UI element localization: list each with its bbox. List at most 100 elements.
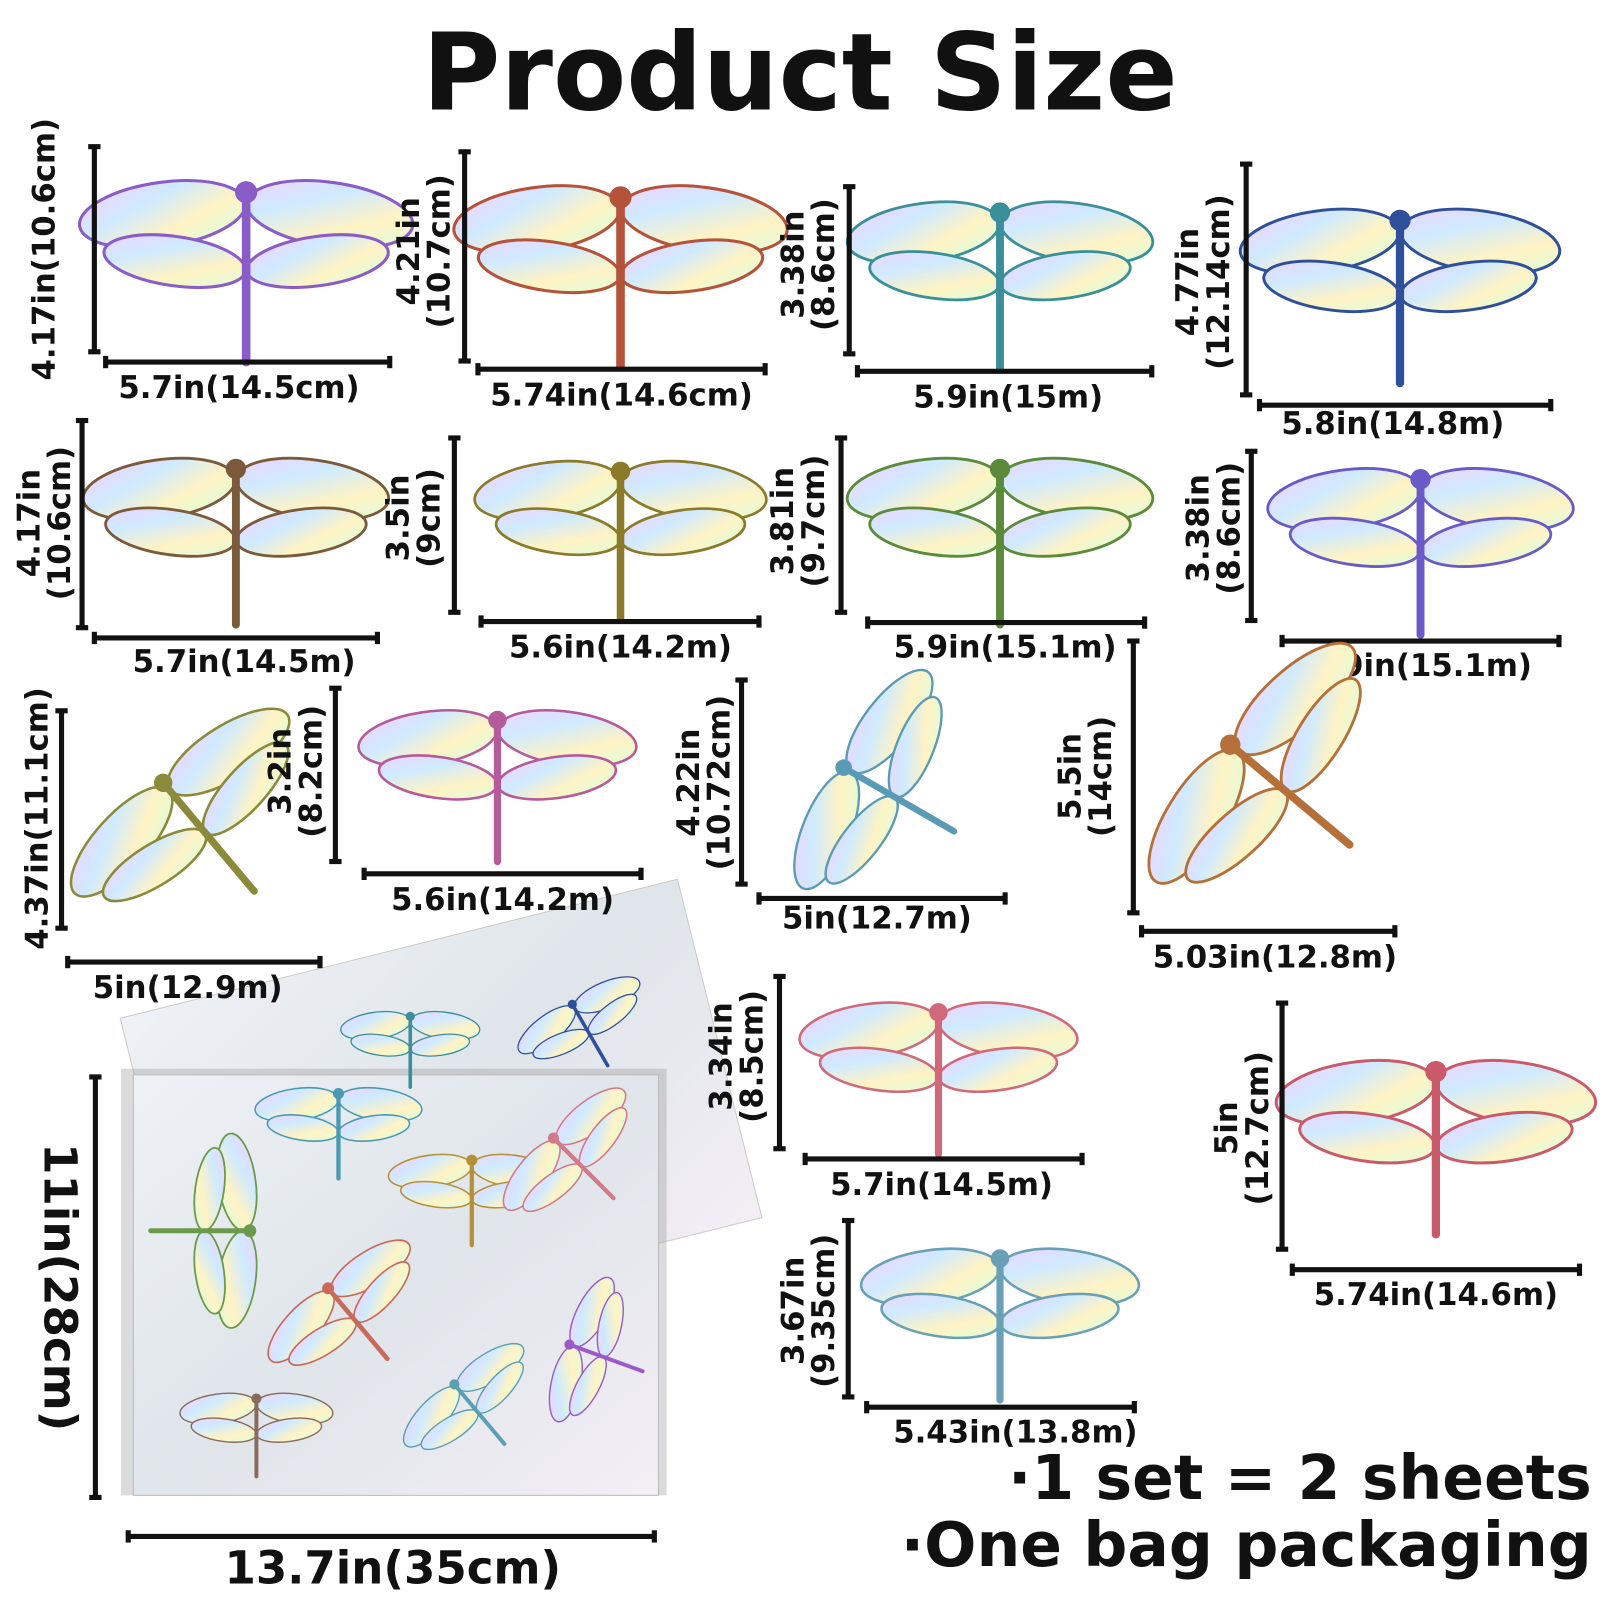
head (1389, 209, 1411, 231)
width-label: 5.43in(13.8m) (893, 1414, 1137, 1450)
width-label: 5in(12.9m) (93, 970, 283, 1006)
head (609, 186, 632, 209)
height-label: (8.6cm) (1211, 462, 1247, 595)
wing (1262, 259, 1401, 314)
wing (880, 1292, 1001, 1340)
dragonfly-illustration (793, 668, 958, 891)
dragonfly-illustration (473, 459, 768, 624)
height-label: 3.2in (263, 728, 299, 815)
width-label: 5.9in(15m) (913, 379, 1103, 415)
note: ·1 set = 2 sheets (1008, 1442, 1592, 1514)
height-label: 3.67in (775, 1257, 811, 1365)
height-label: 5.5in (1052, 733, 1088, 820)
height-label: (10.7cm) (422, 174, 458, 328)
height-label: (14cm) (1083, 716, 1119, 837)
head (989, 458, 1011, 480)
body (455, 1385, 507, 1446)
wing (476, 238, 622, 295)
dragonfly-illustration (254, 1086, 423, 1181)
height-label: (9.35cm) (806, 1234, 842, 1388)
body (329, 1290, 390, 1362)
head (990, 1249, 1010, 1268)
head (835, 759, 852, 776)
dragonfly-illustration (179, 1392, 334, 1479)
dragonfly-illustration (1274, 1058, 1598, 1239)
wing (104, 506, 237, 558)
width-label: 5.8in(14.8m) (1281, 406, 1504, 442)
body (846, 768, 958, 835)
dragonfly-illustration (357, 709, 638, 866)
wing (1298, 1110, 1437, 1165)
dragonfly-illustration (148, 1132, 258, 1329)
head (488, 710, 507, 730)
dragonfly-illustration (1238, 207, 1562, 388)
dragonfly-illustration (859, 1247, 1141, 1404)
height-label: 3.38in (775, 210, 811, 318)
dragonfly-illustration (402, 1342, 525, 1451)
wing (377, 754, 499, 801)
dragonfly-illustration (1147, 641, 1362, 885)
dragonfly-illustration (502, 1087, 628, 1213)
height-label: 4.21in (391, 197, 427, 305)
dragonfly-illustration (340, 1010, 481, 1089)
wing (1288, 516, 1422, 568)
wing (619, 238, 765, 295)
sheet-width-label: 13.7in(35cm) (225, 1541, 562, 1594)
wing (868, 250, 1001, 302)
head (235, 181, 258, 204)
dragonfly-illustration (77, 179, 415, 367)
width-label: 5.6in(14.2m) (391, 882, 614, 918)
width-label: 5.7in(14.5cm) (118, 370, 359, 406)
height-label: (8.5cm) (734, 990, 770, 1123)
height-label: 4.17in(10.6cm) (27, 118, 63, 381)
dragonfly-illustration (845, 200, 1155, 373)
head (567, 999, 577, 1009)
width-label: 5.7in(14.5m) (830, 1167, 1053, 1203)
body (554, 1139, 616, 1201)
dragonfly-illustration (69, 707, 291, 903)
height-label: (9cm) (411, 468, 447, 568)
note: ·One bag packaging (901, 1509, 1592, 1581)
wing (937, 1046, 1059, 1093)
head (466, 1154, 478, 1166)
dragonfly-illustration (81, 456, 391, 629)
height-label: 3.5in (381, 474, 417, 561)
dragonfly-illustration (1266, 467, 1575, 639)
height-label: 4.77in (1170, 228, 1206, 336)
wing (999, 250, 1132, 302)
height-label: (12.7cm) (1240, 1051, 1276, 1205)
height-label: (8.6cm) (806, 198, 842, 331)
wing (619, 507, 747, 557)
height-label: 4.37in(11.1cm) (19, 687, 55, 950)
height-label: 3.38in (1181, 474, 1217, 582)
wing (1435, 1110, 1574, 1165)
height-label: 3.34in (704, 1002, 740, 1110)
head (322, 1282, 335, 1295)
head (929, 1003, 948, 1022)
head (610, 461, 631, 482)
width-label: 5in(12.7m) (782, 901, 972, 937)
height-label: (10.72cm) (702, 695, 738, 871)
width-label: 5.74in(14.6cm) (490, 377, 753, 413)
head (1410, 469, 1431, 490)
dragonfly-illustration (798, 1001, 1079, 1158)
height-label: 3.81in (765, 467, 801, 575)
wing (868, 506, 1001, 558)
dragonfly-illustration (845, 456, 1155, 629)
head (243, 1224, 257, 1238)
body (572, 1006, 610, 1068)
height-label: (10.6cm) (42, 446, 78, 600)
body (1233, 746, 1354, 849)
head (332, 1088, 344, 1100)
dragonfly-illustration (517, 976, 641, 1068)
width-label: 5.6in(14.2m) (509, 630, 732, 666)
width-label: 5.9in(15.1m) (894, 630, 1117, 666)
height-label: 4.22in (671, 728, 707, 836)
height-label: (12.14cm) (1201, 194, 1237, 370)
dragonfly-illustration (267, 1239, 411, 1366)
wing (496, 754, 618, 801)
head (449, 1379, 460, 1390)
width-label: 5.03in(12.8m) (1153, 939, 1397, 975)
width-label: 5.74in(14.6m) (1314, 1277, 1558, 1313)
